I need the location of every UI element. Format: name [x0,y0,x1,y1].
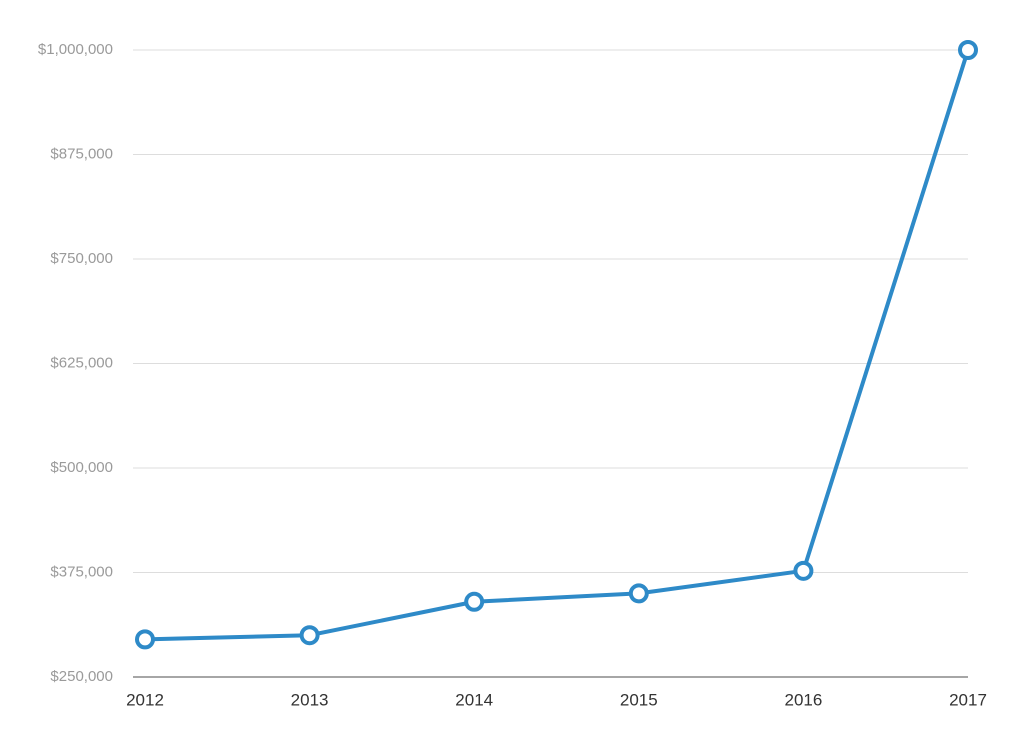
point [628,583,649,604]
point [793,560,814,581]
y-tick-label: $875,000 [50,145,113,162]
y-tick-label: $625,000 [50,354,113,371]
x-tick-label: 2017 [949,690,987,709]
x-tick-label: 2012 [126,690,164,709]
x-tick-label: 2016 [784,690,822,709]
x-tick-label: 2015 [620,690,658,709]
x-tick-label: 2013 [291,690,329,709]
x-tick-label: 2014 [455,690,493,709]
y-tick-label: $250,000 [50,668,113,685]
y-tick-label: $500,000 [50,459,113,476]
y-tick-label: $375,000 [50,563,113,580]
point [958,40,978,60]
y-tick-label: $750,000 [50,250,113,267]
series-line [144,49,970,642]
point [299,625,320,646]
point [135,629,155,650]
point [464,591,485,612]
y-tick-label: $1,000,000 [38,41,113,58]
